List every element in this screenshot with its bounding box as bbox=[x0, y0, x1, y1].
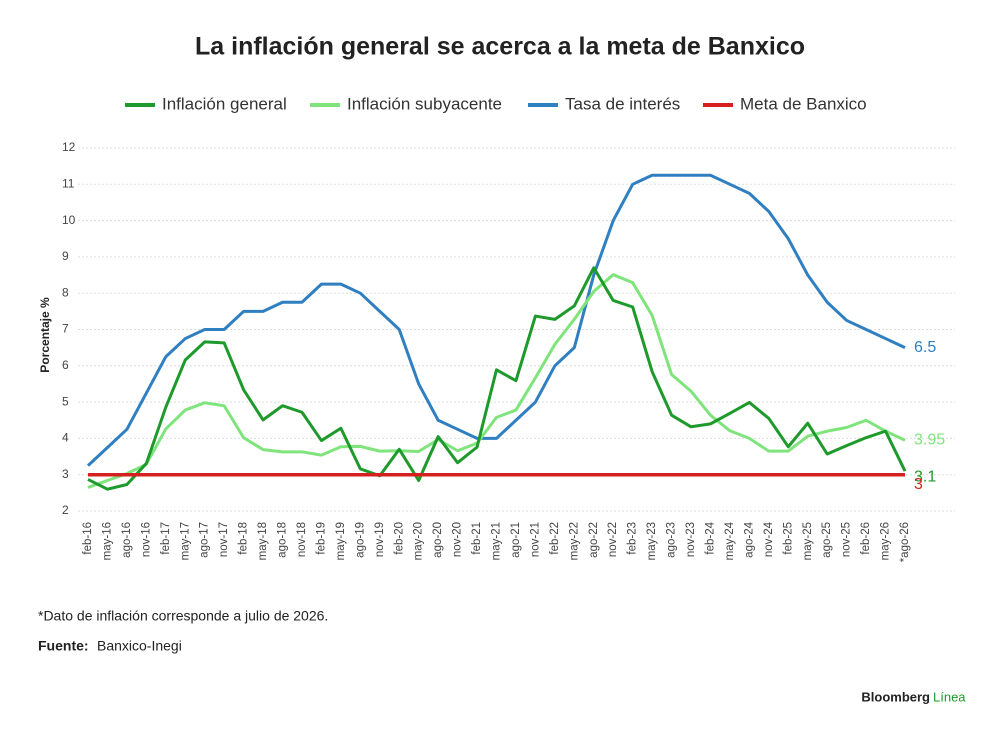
x-tick-label: nov-25 bbox=[841, 522, 853, 557]
x-tick-label: may-16 bbox=[101, 522, 113, 560]
series-line bbox=[86, 173, 906, 467]
source: Banxico-Inegi bbox=[97, 638, 182, 654]
x-tick-label: feb-23 bbox=[627, 522, 639, 555]
x-tick-label: may-25 bbox=[802, 522, 814, 560]
x-tick-label: nov-24 bbox=[763, 521, 775, 557]
y-tick-label: 9 bbox=[62, 249, 69, 263]
legend-label: Inflación subyacente bbox=[347, 94, 502, 113]
x-tick-label: feb-19 bbox=[315, 522, 327, 555]
x-tick-label: may-17 bbox=[179, 522, 191, 560]
x-tick-label: may-19 bbox=[335, 522, 347, 560]
footnote: *Dato de inflación corresponde a julio d… bbox=[38, 608, 328, 624]
chart-title: La inflación general se acerca a la meta… bbox=[195, 33, 805, 61]
x-tick-label: nov-20 bbox=[452, 522, 464, 557]
x-tick-label: ago-17 bbox=[199, 522, 211, 558]
x-tick-label: nov-21 bbox=[529, 522, 541, 557]
end-label: 3.1 bbox=[914, 468, 936, 485]
x-tick-label: feb-26 bbox=[860, 522, 872, 555]
y-tick-label: 2 bbox=[62, 503, 69, 517]
x-tick-label: feb-25 bbox=[782, 522, 794, 555]
y-tick-label: 6 bbox=[62, 358, 69, 372]
legend-label: Meta de Banxico bbox=[740, 94, 867, 113]
x-tick-label: ago-18 bbox=[277, 522, 289, 558]
x-tick-label: ago-22 bbox=[588, 522, 600, 558]
y-tick-label: 11 bbox=[62, 176, 75, 190]
series-line bbox=[87, 266, 907, 491]
x-tick-label: nov-18 bbox=[296, 522, 308, 557]
x-tick-label: ago-19 bbox=[354, 522, 366, 558]
x-tick-label: feb-21 bbox=[471, 522, 483, 555]
x-tick-label: nov-22 bbox=[607, 522, 619, 557]
y-tick-label: 10 bbox=[62, 213, 76, 227]
x-tick-label: ago-25 bbox=[821, 522, 833, 558]
x-tick-label: ago-20 bbox=[432, 522, 444, 558]
end-label: 3 bbox=[914, 476, 923, 493]
x-tick-label: ago-23 bbox=[666, 522, 678, 558]
x-tick-label: may-22 bbox=[568, 522, 580, 560]
y-axis-label: Porcentaje % bbox=[38, 297, 52, 373]
y-tick-label: 4 bbox=[62, 431, 69, 445]
x-tick-label: ago-16 bbox=[121, 522, 133, 558]
brand-accent: Línea bbox=[933, 689, 966, 704]
y-tick-label: 8 bbox=[62, 285, 69, 299]
x-tick-label: feb-22 bbox=[549, 522, 561, 555]
x-tick-label: may-18 bbox=[257, 522, 269, 560]
source-label: Fuente: bbox=[38, 638, 89, 654]
y-tick-label: 12 bbox=[62, 140, 76, 154]
x-tick-label: *ago-26 bbox=[899, 522, 911, 562]
x-tick-label: feb-20 bbox=[393, 522, 405, 555]
brand: Bloomberg bbox=[861, 689, 930, 704]
x-tick-label: feb-18 bbox=[238, 522, 250, 555]
x-tick-label: may-24 bbox=[724, 521, 736, 560]
x-tick-label: nov-17 bbox=[218, 522, 230, 557]
y-tick-label: 5 bbox=[62, 394, 69, 408]
x-tick-label: may-20 bbox=[413, 522, 425, 560]
y-tick-label: 3 bbox=[62, 467, 69, 481]
legend-label: Tasa de interés bbox=[565, 94, 680, 113]
series-line bbox=[87, 273, 906, 489]
x-tick-label: nov-19 bbox=[374, 522, 386, 557]
x-tick-label: ago-21 bbox=[510, 522, 522, 558]
x-tick-label: nov-23 bbox=[685, 522, 697, 557]
end-label: 6.5 bbox=[914, 339, 936, 356]
x-tick-label: feb-17 bbox=[160, 522, 172, 555]
end-label: 3.95 bbox=[914, 431, 945, 448]
x-tick-label: feb-16 bbox=[82, 522, 94, 555]
x-tick-label: may-26 bbox=[880, 522, 892, 560]
y-tick-label: 7 bbox=[62, 322, 69, 336]
x-tick-label: may-23 bbox=[646, 522, 658, 560]
x-tick-label: may-21 bbox=[491, 522, 503, 560]
legend-label: Inflación general bbox=[162, 94, 287, 113]
x-tick-label: feb-24 bbox=[705, 521, 717, 554]
x-tick-label: nov-16 bbox=[140, 522, 152, 557]
x-tick-label: ago-24 bbox=[743, 521, 755, 557]
